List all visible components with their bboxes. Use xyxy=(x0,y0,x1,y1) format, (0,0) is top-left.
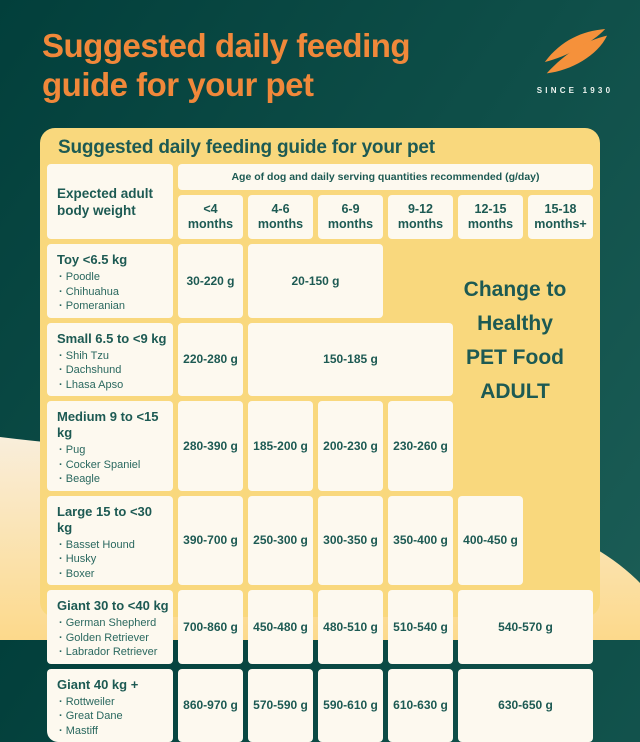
serving-cell: 630-650 g xyxy=(458,669,593,742)
serving-cell: 30-220 g xyxy=(178,244,243,318)
breed-item: Shih Tzu xyxy=(57,349,169,364)
change-note-line4: ADULT xyxy=(480,380,550,403)
breed-item: Chihuahua xyxy=(57,285,169,300)
serving-cell: 570-590 g xyxy=(248,669,313,742)
serving-cell: 350-400 g xyxy=(388,496,453,586)
weight-class-title: Small 6.5 to <9 kg xyxy=(57,331,169,347)
weight-class-title: Toy <6.5 kg xyxy=(57,252,169,268)
serving-cell: 20-150 g xyxy=(248,244,383,318)
column-header-4-6-months: 4-6 months xyxy=(248,195,313,239)
serving-cell: 860-970 g xyxy=(178,669,243,742)
weight-class-title: Giant 40 kg + xyxy=(57,677,169,693)
serving-cell: 510-540 g xyxy=(388,590,453,664)
row-label-giant-40-plus: Giant 40 kg + Rottweiler Great Dane Mast… xyxy=(47,669,173,742)
change-note-line3: PET Food xyxy=(466,346,564,369)
breed-item: Dachshund xyxy=(57,363,169,378)
breed-item: Boxer xyxy=(57,567,169,582)
column-header-lt4-months: <4 months xyxy=(178,195,243,239)
serving-cell: 610-630 g xyxy=(388,669,453,742)
serving-cell: 300-350 g xyxy=(318,496,383,586)
serving-cell: 540-570 g xyxy=(458,590,593,664)
row-label-large: Large 15 to <30 kg Basset Hound Husky Bo… xyxy=(47,496,173,586)
change-to-adult-note: Change to Healthy PET Food ADULT xyxy=(435,273,595,409)
serving-cell: 150-185 g xyxy=(248,323,453,397)
row-label-medium: Medium 9 to <15 kg Pug Cocker Spaniel Be… xyxy=(47,401,173,491)
serving-cell: 220-280 g xyxy=(178,323,243,397)
breed-item: Mastiff xyxy=(57,724,169,739)
breed-item: German Shepherd xyxy=(57,616,169,631)
row-label-toy: Toy <6.5 kg Poodle Chihuahua Pomeranian xyxy=(47,244,173,318)
breed-item: Beagle xyxy=(57,472,169,487)
serving-cell: 400-450 g xyxy=(458,496,523,586)
change-note-line1: Change to xyxy=(464,278,567,301)
page-title-line2: guide for your pet xyxy=(42,66,314,103)
age-header: Age of dog and daily serving quantities … xyxy=(178,164,593,190)
column-header-15-18-months: 15-18 months+ xyxy=(528,195,593,239)
column-header-9-12-months: 9-12 months xyxy=(388,195,453,239)
serving-cell: 450-480 g xyxy=(248,590,313,664)
serving-cell: 280-390 g xyxy=(178,401,243,491)
row-label-giant-30-40: Giant 30 to <40 kg German Shepherd Golde… xyxy=(47,590,173,664)
page-title: Suggested daily feeding guide for your p… xyxy=(42,26,410,104)
column-header-12-15-months: 12-15 months xyxy=(458,195,523,239)
breed-item: Rottweiler xyxy=(57,695,169,710)
serving-cell: 200-230 g xyxy=(318,401,383,491)
weight-class-title: Large 15 to <30 kg xyxy=(57,504,169,536)
column-header-6-9-months: 6-9 months xyxy=(318,195,383,239)
page-title-line1: Suggested daily feeding xyxy=(42,27,410,64)
breed-item: Cocker Spaniel xyxy=(57,458,169,473)
serving-cell: 700-860 g xyxy=(178,590,243,664)
breed-item: Labrador Retriever xyxy=(57,645,169,660)
row-label-small: Small 6.5 to <9 kg Shih Tzu Dachshund Lh… xyxy=(47,323,173,397)
card-title: Suggested daily feeding guide for your p… xyxy=(40,128,600,164)
logo-tagline: SINCE 1930 xyxy=(533,86,617,95)
breed-item: Poodle xyxy=(57,270,169,285)
breed-item: Pug xyxy=(57,443,169,458)
weight-column-header: Expected adult body weight xyxy=(47,164,173,239)
serving-cell: 185-200 g xyxy=(248,401,313,491)
serving-cell: 250-300 g xyxy=(248,496,313,586)
serving-cell: 590-610 g xyxy=(318,669,383,742)
serving-cell: 230-260 g xyxy=(388,401,453,491)
breed-item: Basset Hound xyxy=(57,538,169,553)
breed-item: Golden Retriever xyxy=(57,631,169,646)
weight-class-title: Medium 9 to <15 kg xyxy=(57,409,169,441)
breed-item: Lhasa Apso xyxy=(57,378,169,393)
breed-item: Husky xyxy=(57,552,169,567)
change-note-line2: Healthy xyxy=(477,312,553,335)
weight-class-title: Giant 30 to <40 kg xyxy=(57,598,169,614)
serving-cell: 390-700 g xyxy=(178,496,243,586)
serving-cell: 480-510 g xyxy=(318,590,383,664)
feeding-guide-card: Suggested daily feeding guide for your p… xyxy=(40,128,600,617)
breed-item: Great Dane xyxy=(57,709,169,724)
leaf-swoosh-icon xyxy=(542,28,608,80)
brand-logo: SINCE 1930 xyxy=(533,28,617,95)
breed-item: Pomeranian xyxy=(57,299,169,314)
